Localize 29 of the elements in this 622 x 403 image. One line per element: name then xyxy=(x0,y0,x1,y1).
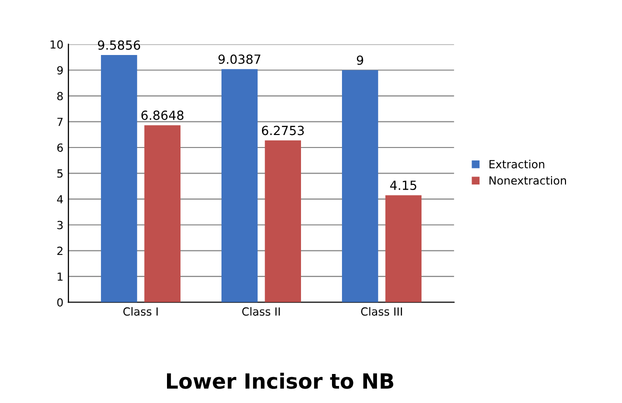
text: Lower Incisor to NB xyxy=(166,372,394,389)
data-label: 9.0387 xyxy=(218,54,260,64)
bar xyxy=(264,140,302,302)
y-tick-label: 7 xyxy=(57,118,63,126)
bar xyxy=(144,125,180,302)
y-tick-label: 6 xyxy=(57,143,63,152)
y-tick-label: 8 xyxy=(57,92,63,100)
y-tick-label: 1 xyxy=(58,272,63,281)
y-tick-label: 5 xyxy=(57,169,63,178)
y-tick-label: 0 xyxy=(57,298,63,307)
y-tick-label: 2 xyxy=(57,246,62,255)
bar xyxy=(221,69,258,302)
y-tick-label: 9 xyxy=(57,66,63,74)
bar xyxy=(385,195,422,302)
data-label: 6.8648 xyxy=(141,110,184,120)
bar xyxy=(342,70,378,302)
x-tick-label: Class III xyxy=(361,307,402,316)
y-tick-label: 3 xyxy=(57,220,63,230)
y-tick-label: 10 xyxy=(50,40,63,49)
data-label: 4.15 xyxy=(390,180,416,190)
legend-label: Nonextraction xyxy=(490,176,566,185)
data-label: 6.2753 xyxy=(262,126,304,136)
y-tick-label: 4 xyxy=(57,195,63,204)
data-label: 9 xyxy=(356,55,364,65)
bar xyxy=(100,55,138,302)
legend-label: Extraction xyxy=(490,160,544,168)
x-tick-label: Class I xyxy=(123,307,158,316)
data-label: 9.5856 xyxy=(98,40,140,50)
x-tick-label: Class II xyxy=(242,307,280,316)
